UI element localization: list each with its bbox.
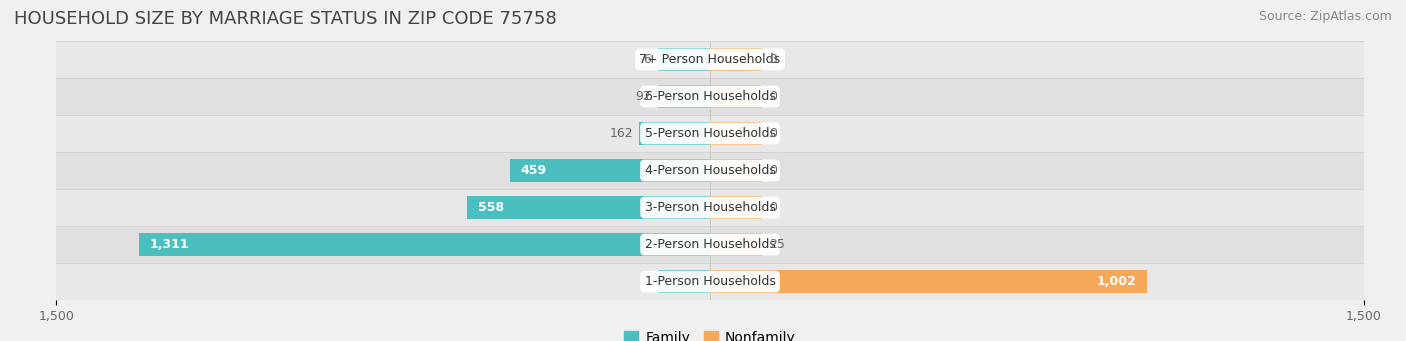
Text: 0: 0 — [769, 127, 778, 140]
Bar — [658, 270, 710, 293]
Text: 0: 0 — [769, 53, 778, 66]
Text: 558: 558 — [478, 201, 503, 214]
Text: Source: ZipAtlas.com: Source: ZipAtlas.com — [1258, 10, 1392, 23]
Text: 5-Person Households: 5-Person Households — [644, 127, 776, 140]
Bar — [56, 115, 1364, 152]
Text: 0: 0 — [769, 90, 778, 103]
Text: 1,311: 1,311 — [149, 238, 190, 251]
Text: 1,002: 1,002 — [1097, 275, 1136, 288]
Text: 2-Person Households: 2-Person Households — [644, 238, 776, 251]
Text: 6: 6 — [644, 53, 651, 66]
Bar — [710, 270, 1147, 293]
Bar — [710, 233, 762, 256]
Text: 0: 0 — [769, 201, 778, 214]
Bar — [710, 159, 762, 182]
Bar — [56, 189, 1364, 226]
Text: 92: 92 — [636, 90, 651, 103]
Bar — [56, 78, 1364, 115]
Bar — [56, 41, 1364, 78]
Text: 25: 25 — [769, 238, 785, 251]
Bar — [710, 196, 762, 219]
Bar — [467, 196, 710, 219]
Bar — [710, 85, 762, 108]
Bar — [710, 122, 762, 145]
Bar — [56, 152, 1364, 189]
Text: 3-Person Households: 3-Person Households — [644, 201, 776, 214]
Text: 1-Person Households: 1-Person Households — [644, 275, 776, 288]
Text: 6-Person Households: 6-Person Households — [644, 90, 776, 103]
Bar — [56, 226, 1364, 263]
Bar — [56, 263, 1364, 300]
Text: HOUSEHOLD SIZE BY MARRIAGE STATUS IN ZIP CODE 75758: HOUSEHOLD SIZE BY MARRIAGE STATUS IN ZIP… — [14, 10, 557, 28]
Text: 459: 459 — [520, 164, 547, 177]
Text: 162: 162 — [609, 127, 633, 140]
Bar — [658, 85, 710, 108]
Text: 7+ Person Households: 7+ Person Households — [640, 53, 780, 66]
Bar — [710, 48, 762, 71]
Bar — [139, 233, 710, 256]
Bar — [658, 48, 710, 71]
Text: 0: 0 — [769, 164, 778, 177]
Text: 4-Person Households: 4-Person Households — [644, 164, 776, 177]
Bar — [640, 122, 710, 145]
Bar — [510, 159, 710, 182]
Legend: Family, Nonfamily: Family, Nonfamily — [619, 325, 801, 341]
